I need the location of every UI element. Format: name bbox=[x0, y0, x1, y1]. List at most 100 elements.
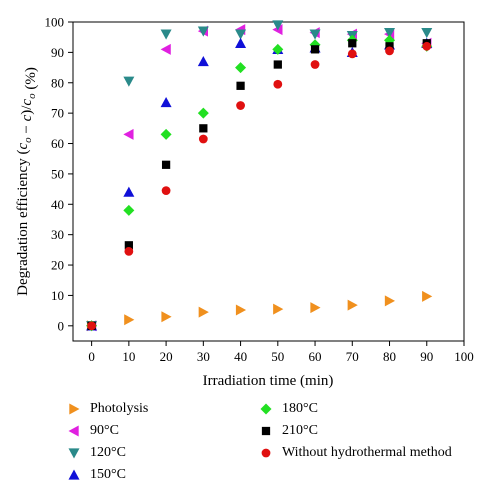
y-tick-label: 40 bbox=[51, 197, 64, 212]
data-point bbox=[160, 43, 171, 55]
data-point bbox=[309, 29, 321, 40]
series-6 bbox=[87, 41, 432, 331]
data-point bbox=[421, 27, 433, 39]
y-axis-label-text: Degradation efficiency (co − c)/co (%) bbox=[15, 67, 39, 296]
data-point bbox=[347, 299, 358, 311]
legend-item: Photolysis bbox=[66, 401, 148, 417]
legend-marker bbox=[69, 403, 80, 415]
legend-label: 150°C bbox=[90, 467, 126, 482]
data-point bbox=[197, 55, 209, 67]
y-tick-label: 90 bbox=[51, 45, 64, 60]
legend-marker bbox=[260, 403, 272, 415]
data-point bbox=[124, 246, 134, 256]
x-axis-label: Irradiation time (min) bbox=[203, 373, 334, 389]
x-tick-label: 100 bbox=[454, 349, 474, 364]
legend-marker bbox=[261, 448, 271, 458]
x-tick-label: 0 bbox=[88, 349, 95, 364]
legend-label: 90°C bbox=[90, 423, 119, 438]
data-point bbox=[384, 27, 396, 39]
x-tick-label: 60 bbox=[309, 349, 322, 364]
data-point bbox=[235, 29, 247, 40]
data-point bbox=[160, 128, 172, 140]
series-0 bbox=[86, 290, 433, 332]
data-point bbox=[161, 186, 171, 196]
data-point bbox=[236, 101, 245, 110]
y-axis: 0 10 20 30 40 50 60 70 80 90 100 bbox=[45, 15, 73, 333]
data-point bbox=[123, 128, 134, 140]
data-point bbox=[123, 186, 135, 197]
x-axis: 0 10 20 30 40 50 60 70 80 90 100 bbox=[88, 341, 474, 364]
data-point bbox=[235, 62, 247, 74]
x-tick-label: 80 bbox=[383, 349, 396, 364]
data-point bbox=[161, 160, 171, 169]
legend-symbol bbox=[260, 403, 272, 415]
data-point bbox=[87, 321, 97, 331]
y-tick-label: 10 bbox=[51, 288, 64, 303]
data-points bbox=[86, 20, 433, 332]
y-tick-label: 0 bbox=[58, 318, 65, 333]
x-tick-label: 20 bbox=[160, 349, 173, 364]
legend-item: 210°C bbox=[258, 423, 318, 439]
data-point bbox=[123, 204, 135, 216]
y-tick-label: 20 bbox=[51, 258, 64, 273]
data-point bbox=[272, 20, 284, 31]
data-point bbox=[197, 107, 209, 119]
y-tick-label: 80 bbox=[51, 75, 64, 90]
legend-symbol bbox=[69, 403, 80, 415]
data-point bbox=[385, 46, 394, 56]
data-point bbox=[422, 41, 432, 51]
data-point bbox=[385, 42, 394, 51]
legend-item: 120°C bbox=[66, 445, 126, 461]
data-point bbox=[273, 303, 284, 315]
data-point bbox=[124, 314, 135, 326]
data-point bbox=[197, 26, 209, 37]
series-3 bbox=[86, 37, 433, 331]
legend-symbol bbox=[68, 448, 80, 459]
legend-label: Without hydrothermal method bbox=[282, 445, 452, 460]
data-point bbox=[123, 76, 135, 87]
legend-marker bbox=[68, 425, 79, 437]
data-point bbox=[160, 29, 172, 40]
legend-symbol bbox=[68, 469, 80, 480]
data-point bbox=[124, 241, 133, 250]
y-tick-label: 60 bbox=[51, 136, 64, 151]
data-point bbox=[273, 60, 282, 69]
x-tick-label: 40 bbox=[234, 349, 247, 364]
data-point bbox=[272, 43, 284, 55]
data-point bbox=[422, 290, 433, 302]
legend-symbol bbox=[261, 426, 271, 436]
legend-item: 180°C bbox=[258, 401, 318, 417]
legend-label: 210°C bbox=[282, 423, 318, 438]
data-point bbox=[198, 306, 209, 318]
plot-frame bbox=[72, 21, 465, 342]
data-point bbox=[273, 79, 283, 89]
legend-marker bbox=[68, 448, 80, 459]
data-point bbox=[199, 124, 208, 133]
data-point bbox=[235, 304, 247, 316]
y-axis-label: Degradation efficiency (co − c)/co (%) bbox=[15, 67, 39, 296]
plot-area bbox=[72, 21, 465, 342]
data-point bbox=[198, 134, 208, 144]
series-2 bbox=[86, 20, 433, 332]
legend-label: 120°C bbox=[90, 445, 126, 460]
series-4 bbox=[86, 34, 433, 332]
x-tick-label: 30 bbox=[197, 349, 210, 364]
x-tick-label: 50 bbox=[271, 349, 284, 364]
data-point bbox=[161, 311, 172, 323]
data-point bbox=[310, 302, 321, 314]
series-1 bbox=[86, 24, 432, 332]
data-point bbox=[348, 39, 357, 48]
x-tick-label: 90 bbox=[420, 349, 433, 364]
legend-symbol bbox=[68, 425, 79, 437]
legend-marker bbox=[68, 469, 80, 480]
legend-label: Photolysis bbox=[90, 401, 149, 416]
legend-label: 180°C bbox=[282, 401, 318, 416]
legend-item: 90°C bbox=[66, 423, 119, 439]
data-point bbox=[384, 295, 396, 307]
x-tick-label: 10 bbox=[122, 349, 135, 364]
data-point bbox=[160, 97, 172, 108]
data-point bbox=[347, 49, 357, 59]
y-tick-label: 100 bbox=[45, 15, 65, 30]
legend-marker bbox=[261, 426, 271, 436]
data-point bbox=[235, 37, 247, 48]
